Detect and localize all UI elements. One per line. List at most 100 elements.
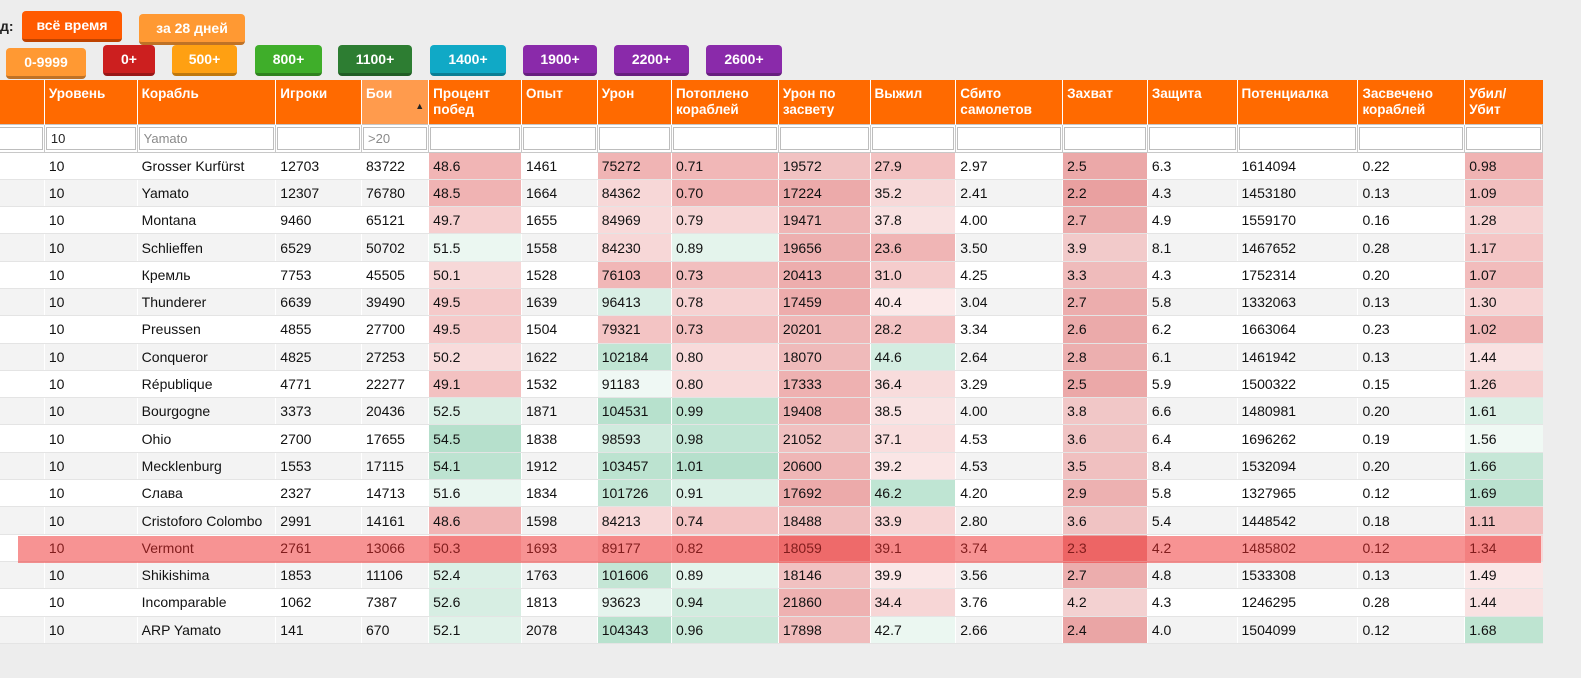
table-row[interactable]: 10 Кремль 7753 45505 50.1 1528 76103 0.73 20413 3… <box>0 261 1543 289</box>
column-header-0[interactable]: ия <box>0 80 45 124</box>
column-header-15[interactable]: Засвечено кораблей <box>1357 80 1465 124</box>
column-header-4[interactable]: Бои ▲ <box>360 80 429 124</box>
table-cell: 0.12 <box>1357 479 1465 508</box>
table-cell: 1.61 <box>1464 397 1543 426</box>
table-cell: 27253 <box>360 343 429 371</box>
column-filter-input[interactable] <box>45 126 136 150</box>
table-cell: 0.12 <box>1357 616 1465 644</box>
table-cell: 0.20 <box>1357 452 1465 481</box>
table-row[interactable]: n10Yamato123077678048.51664843620.701722… <box>0 179 1543 208</box>
rating-filter-button-2200[interactable]: 2200+ <box>614 45 689 76</box>
rating-filter-button-2600[interactable]: 2600+ <box>706 45 782 76</box>
sort-desc-icon: ▲ <box>415 101 425 111</box>
column-header-label: Бои <box>366 86 393 101</box>
rating-filter-button-09999[interactable]: 0-9999 <box>6 48 86 79</box>
column-filter-input[interactable] <box>430 126 521 150</box>
column-header-14[interactable]: Потенциалка <box>1236 80 1358 124</box>
table-cell: any <box>0 152 45 180</box>
table-row[interactable]: any10Schlieffen65295070251.51558842300.8… <box>0 233 1543 262</box>
table-cell: e <box>0 397 45 426</box>
column-filter-input[interactable] <box>1466 126 1541 150</box>
rating-filter-button-1900[interactable]: 1900+ <box>523 45 597 76</box>
column-filter-input[interactable] <box>1148 126 1236 150</box>
table-cell: 6.2 <box>1146 315 1238 344</box>
column-filter-input[interactable] <box>779 126 869 150</box>
table-row[interactable]: 10 Montana 9460 65121 49.7 1655 84969 0.79 19471… <box>0 206 1543 235</box>
table-row[interactable]: 10 Incomparable 1062 7387 52.6 1813 93623 0.94 2… <box>0 588 1543 617</box>
table-cell: 3.74 <box>955 534 1063 562</box>
column-header-5[interactable]: Процент побед <box>428 80 522 124</box>
table-cell: 1655 <box>521 206 598 235</box>
table-cell: 0.28 <box>1357 588 1465 617</box>
rating-filter-button-1400[interactable]: 1400+ <box>430 45 506 76</box>
column-filter-input[interactable] <box>0 126 43 150</box>
table-cell: 5.8 <box>1146 479 1238 508</box>
table-row[interactable]: e10Bourgogne33732043652.518711045310.991… <box>0 397 1543 426</box>
column-filter-input[interactable] <box>871 126 955 150</box>
column-header-10[interactable]: Выжил <box>869 80 956 124</box>
rating-filter-button-800[interactable]: 800+ <box>255 45 322 76</box>
table-cell: 10 <box>43 616 138 644</box>
column-filter-input[interactable] <box>598 126 670 150</box>
table-cell: 1.44 <box>1464 588 1543 617</box>
column-header-6[interactable]: Опыт <box>521 80 598 124</box>
table-cell: 141 <box>275 616 362 644</box>
column-filter-input[interactable] <box>138 126 275 150</box>
column-header-2[interactable]: Корабль <box>136 80 276 124</box>
table-cell: 34.4 <box>869 588 956 617</box>
table-cell: 84230 <box>596 233 672 262</box>
table-cell: 0.13 <box>1357 343 1465 371</box>
table-cell: 0.79 <box>670 206 779 235</box>
column-filter-input[interactable] <box>957 126 1062 150</box>
table-cell: 0.89 <box>670 561 779 590</box>
table-row[interactable]: e10République47712227749.11532911830.801… <box>0 370 1543 399</box>
column-header-16[interactable]: Убил/ Убит <box>1464 80 1543 124</box>
table-cell: 50.2 <box>428 343 522 371</box>
table-cell: 19656 <box>777 233 871 262</box>
column-filter-input[interactable] <box>672 126 777 150</box>
column-filter-input[interactable] <box>1064 126 1146 150</box>
table-cell: 0.13 <box>1357 288 1465 317</box>
period-all-time-button[interactable]: всё время <box>22 11 122 42</box>
table-cell: 3373 <box>275 397 362 426</box>
table-cell: 39.1 <box>869 534 956 562</box>
column-header-8[interactable]: Потоплено кораблей <box>670 80 779 124</box>
table-cell: 0.89 <box>670 233 779 262</box>
table-row[interactable]: n10ARP Yamato14167052.120781043430.96178… <box>0 616 1543 644</box>
column-header-13[interactable]: Защита <box>1146 80 1238 124</box>
column-filter-input[interactable] <box>523 126 596 150</box>
table-cell <box>0 479 45 508</box>
table-row[interactable]: 10 Ohio 2700 17655 54.5 1838 98593 0.98 21052 37.… <box>0 424 1543 453</box>
table-row[interactable]: 10 Слава 2327 14713 51.6 1834 101726 0.91 17692 4… <box>0 479 1543 508</box>
table-row[interactable]: any10Grosser Kurfürst127038372248.614617… <box>0 152 1543 180</box>
table-cell: n <box>0 561 45 590</box>
table-row[interactable]: 10 Vermont 2761 13066 50.3 1693 89177 0.82 18059… <box>0 534 1543 562</box>
column-filter-input[interactable] <box>1359 126 1464 150</box>
column-header-9[interactable]: Урон по засвету <box>777 80 871 124</box>
period-28-days-button[interactable]: за 28 дней <box>139 14 245 45</box>
table-row[interactable]: n10Shikishima18531110652.417631016060.89… <box>0 561 1543 590</box>
table-row[interactable]: 10 Cristoforo Colombo 2991 14161 48.6 1598 842… <box>0 506 1543 535</box>
table-row[interactable]: any10Preussen48552770049.51504793210.732… <box>0 315 1543 344</box>
table-row[interactable]: 10 Thunderer 6639 39490 49.5 1639 96413 0.78 174… <box>0 288 1543 317</box>
table-row[interactable]: 10 Conqueror 4825 27253 50.2 1622 102184 0.80 18… <box>0 343 1543 371</box>
table-cell: 10 <box>43 315 138 344</box>
table-cell: 4.20 <box>955 479 1063 508</box>
column-filter-input[interactable] <box>1238 126 1357 150</box>
rating-filter-button-500[interactable]: 500+ <box>172 45 237 76</box>
column-header-1[interactable]: Уровень <box>43 80 138 124</box>
column-header-11[interactable]: Сбито самолетов <box>955 80 1063 124</box>
table-cell: 1453180 <box>1236 179 1358 208</box>
column-filter-input[interactable] <box>277 126 360 150</box>
rating-filter-button-1100[interactable]: 1100+ <box>338 45 412 76</box>
column-header-7[interactable]: Урон <box>596 80 672 124</box>
table-cell: 10 <box>43 343 138 371</box>
column-header-12[interactable]: Захват <box>1062 80 1148 124</box>
table-row[interactable]: any10Mecklenburg15531711554.119121034571… <box>0 452 1543 481</box>
table-cell: 0.16 <box>1357 206 1465 235</box>
column-header-3[interactable]: Игроки <box>275 80 362 124</box>
table-cell: 3.04 <box>955 288 1063 317</box>
rating-filter-button-0[interactable]: 0+ <box>103 45 155 76</box>
column-filter-input[interactable] <box>363 126 428 150</box>
table-cell: 3.6 <box>1062 424 1148 453</box>
